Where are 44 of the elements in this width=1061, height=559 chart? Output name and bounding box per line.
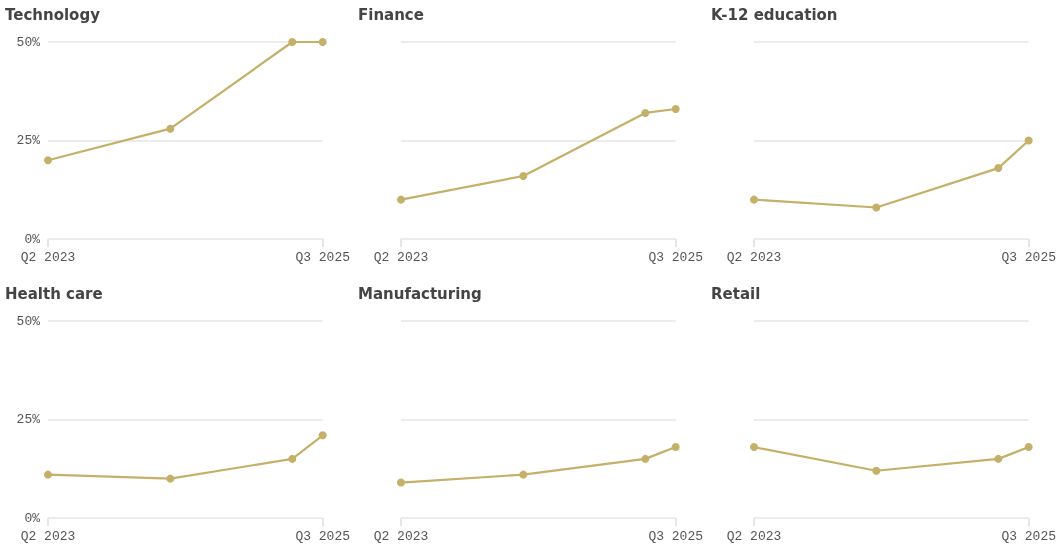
chart-title: Technology	[5, 5, 101, 24]
point	[397, 195, 405, 204]
point	[750, 195, 758, 204]
chart-title: Health care	[5, 284, 103, 303]
point	[671, 104, 680, 113]
point	[641, 108, 650, 117]
y-tick-label: 0%	[24, 510, 41, 526]
point	[288, 38, 297, 46]
y-tick-label: 50%	[16, 34, 41, 50]
point	[1024, 136, 1033, 145]
y-tick-label: 25%	[16, 412, 41, 427]
x-tick-label: Q2 2023	[20, 529, 76, 544]
y-tick-label: 0%	[24, 231, 41, 247]
x-tick-label: Q3 2025	[1001, 250, 1056, 265]
point	[994, 164, 1003, 173]
point	[166, 124, 175, 133]
y-tick-label: 25%	[16, 133, 41, 148]
x-tick-label: Q2 2023	[726, 250, 782, 265]
point	[318, 431, 327, 440]
chart-title: Finance	[358, 5, 424, 24]
x-tick-label: Q2 2023	[373, 250, 429, 265]
point	[872, 203, 881, 212]
point	[288, 454, 297, 463]
x-tick-label: Q3 2025	[295, 529, 350, 544]
x-tick-label: Q2 2023	[726, 529, 782, 544]
point	[671, 443, 680, 452]
point	[519, 470, 528, 479]
x-tick-label: Q3 2025	[648, 529, 703, 544]
point	[397, 478, 405, 487]
x-tick-label: Q3 2025	[295, 250, 350, 265]
chart-title: K-12 education	[711, 5, 838, 24]
x-tick-label: Q2 2023	[373, 529, 429, 544]
chart-title: Manufacturing	[358, 284, 482, 303]
point	[519, 171, 528, 180]
chart-title: Retail	[711, 284, 761, 303]
x-tick-label: Q3 2025	[1001, 529, 1056, 544]
x-tick-label: Q2 2023	[20, 250, 76, 265]
point	[44, 470, 52, 479]
point	[166, 474, 175, 483]
point	[641, 454, 650, 463]
point	[318, 38, 327, 46]
point	[44, 156, 52, 165]
x-tick-label: Q3 2025	[648, 250, 703, 265]
y-tick-label: 50%	[16, 313, 41, 329]
